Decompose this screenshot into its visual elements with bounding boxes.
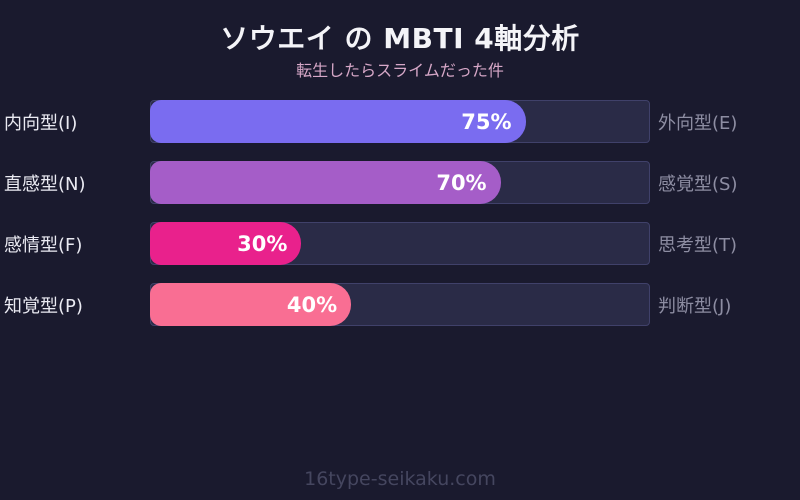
bar-track: 40% <box>150 283 650 326</box>
axis-row-ie: 内向型(I) 75% 外向型(E) <box>0 100 800 143</box>
axis-row-ft: 感情型(F) 30% 思考型(T) <box>0 222 800 265</box>
bar-fill: 75% <box>150 100 526 143</box>
bar-track: 75% <box>150 100 650 143</box>
left-pole-label: 直感型(N) <box>4 173 86 195</box>
bar-fill: 70% <box>150 161 501 204</box>
left-pole-label: 感情型(F) <box>4 234 83 256</box>
right-pole-label: 感覚型(S) <box>658 173 738 195</box>
bar-track: 70% <box>150 161 650 204</box>
bar-value-label: 70% <box>436 170 487 195</box>
bar-value-label: 75% <box>461 109 512 134</box>
axis-row-ns: 直感型(N) 70% 感覚型(S) <box>0 161 800 204</box>
left-pole-label: 知覚型(P) <box>4 295 83 317</box>
right-pole-label: 判断型(J) <box>658 295 732 317</box>
page-subtitle: 転生したらスライムだった件 <box>296 61 504 80</box>
right-pole-label: 外向型(E) <box>658 112 738 134</box>
bar-fill: 30% <box>150 222 302 265</box>
right-pole-label: 思考型(T) <box>658 234 738 256</box>
page-title: ソウエイ の MBTI 4軸分析 <box>220 22 580 55</box>
left-pole-label: 内向型(I) <box>4 112 78 134</box>
bar-track: 30% <box>150 222 650 265</box>
bar-value-label: 40% <box>286 292 338 317</box>
axis-row-pj: 知覚型(P) 40% 判断型(J) <box>0 283 800 326</box>
site-footer: 16type-seikaku.com <box>304 468 496 490</box>
bar-value-label: 30% <box>237 231 288 256</box>
bar-fill: 40% <box>150 283 352 326</box>
